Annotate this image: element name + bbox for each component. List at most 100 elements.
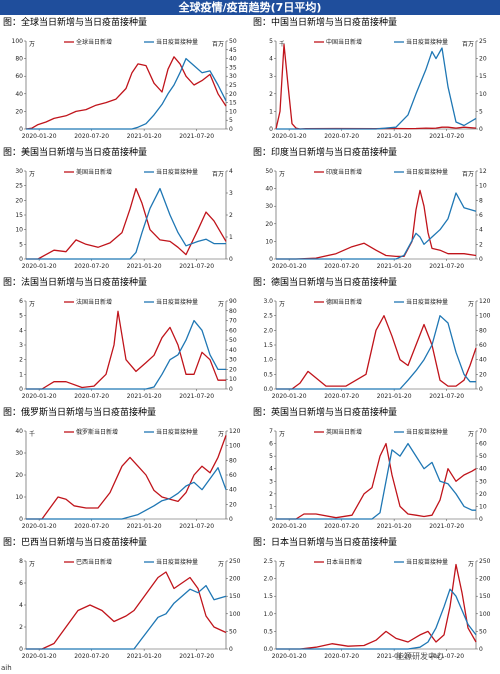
right-unit-label: 百万 <box>462 41 474 48</box>
y-tick-label-right: 50 <box>229 337 237 344</box>
y-tick-label-left: 2.5 <box>263 558 273 565</box>
y-tick-label-left: 50 <box>265 168 273 175</box>
y-tick-label-right: 20 <box>479 56 487 63</box>
series-line-vaccine <box>276 588 477 650</box>
y-tick-label-right: 20 <box>479 491 487 498</box>
y-tick-label-left: 4 <box>19 327 23 334</box>
y-tick-label-left: 40 <box>15 428 23 435</box>
legend-label: 法国当日新增 <box>76 298 112 306</box>
y-tick-label-left: 1 <box>269 108 273 115</box>
series-line-vaccine <box>26 187 226 260</box>
y-tick-label-right: 150 <box>229 593 241 600</box>
y-tick-label-right: 120 <box>229 428 241 435</box>
x-tick-label: 2021-01-20 <box>377 133 412 140</box>
y-tick-label-left: 30 <box>15 168 23 175</box>
y-tick-label-right: 100 <box>229 443 241 450</box>
watermark-text: 能源研发中心 <box>396 652 444 661</box>
y-tick-label-left: 1 <box>269 503 273 510</box>
y-tick-label-right: 250 <box>479 558 491 565</box>
legend-label: 当日疫苗接种量 <box>406 558 448 566</box>
y-tick-label-right: 40 <box>229 56 237 63</box>
y-tick-label-right: 200 <box>229 576 241 583</box>
x-tick-label: 2021-07-20 <box>429 263 464 270</box>
y-tick-label-right: 15 <box>229 100 237 107</box>
legend-label: 德国当日新增 <box>326 298 362 306</box>
y-tick-label-right: 10 <box>229 376 237 383</box>
series-line-cases <box>26 310 226 390</box>
y-tick-label-right: 50 <box>479 453 487 460</box>
legend-label: 英国当日新增 <box>326 428 362 436</box>
legend-label: 当日疫苗接种量 <box>156 298 198 306</box>
y-tick-label-left: 40 <box>15 91 23 98</box>
right-unit-label: 万 <box>218 301 224 308</box>
chart-title: 图：中国当日新增与当日疫苗接种量 <box>253 18 398 28</box>
y-tick-label-right: 20 <box>229 366 237 373</box>
left-unit-label: 万 <box>279 431 285 438</box>
y-tick-label-right: 90 <box>229 298 237 305</box>
y-tick-label-left: 3 <box>269 478 273 485</box>
y-tick-label-right: 5 <box>229 117 233 124</box>
series-line-cases <box>276 442 477 520</box>
y-tick-label-right: 70 <box>229 318 237 325</box>
y-tick-label-right: 50 <box>229 38 237 45</box>
right-unit-label: 万 <box>218 431 224 438</box>
x-tick-label: 2020-01-20 <box>272 653 307 660</box>
y-tick-label-right: 50 <box>229 628 237 635</box>
y-tick-label-left: 0 <box>269 126 273 133</box>
series-line-vaccine <box>26 319 226 390</box>
y-tick-label-right: 35 <box>229 64 237 71</box>
y-tick-label-left: 20 <box>15 108 23 115</box>
series-line-vaccine <box>276 315 476 390</box>
y-tick-label-right: 4 <box>479 227 483 234</box>
y-tick-label-left: 80 <box>15 56 23 63</box>
y-tick-label-right: 30 <box>229 73 237 80</box>
y-tick-label-left: 5 <box>269 38 273 45</box>
y-tick-label-right: 40 <box>229 347 237 354</box>
y-tick-label-right: 45 <box>229 47 237 54</box>
y-tick-label-right: 20 <box>479 371 487 378</box>
y-tick-label-right: 0 <box>479 646 483 653</box>
y-tick-label-left: 4 <box>269 466 273 473</box>
chart-panel-usa: 图：美国当日新增与当日疫苗接种量 0 5 10 15 20 25 30 0 1 2 3 4 万 百万 202… <box>0 145 250 275</box>
x-tick-label: 2020-07-20 <box>324 523 359 530</box>
x-tick-label: 2021-07-20 <box>429 653 464 660</box>
legend-label: 日本当日新增 <box>326 558 362 566</box>
y-tick-label-left: 0 <box>19 126 23 133</box>
y-tick-label-left: 3 <box>269 73 273 80</box>
left-unit-label: 万 <box>279 301 285 308</box>
legend-label: 当日疫苗接种量 <box>406 38 448 46</box>
y-tick-label-right: 40 <box>479 466 487 473</box>
y-tick-label-right: 3 <box>229 190 233 197</box>
chart-title: 图：英国当日新增与当日疫苗接种量 <box>253 408 398 418</box>
x-tick-label: 2021-07-20 <box>179 133 214 140</box>
title-banner: 全球疫情/疫苗趋势(7日平均) <box>0 0 500 15</box>
y-tick-label-left: 5 <box>269 453 273 460</box>
series-line-cases <box>25 56 227 130</box>
y-tick-label-right: 8 <box>479 197 483 204</box>
chart-title: 图：印度当日新增与当日疫苗接种量 <box>253 148 398 158</box>
chart-china: 0 1 2 3 4 5 0 5 10 15 20 25 千 百万 2020-01-20 2020-07-20 2… <box>269 38 487 140</box>
y-tick-label-left: 3 <box>19 342 23 349</box>
x-tick-label: 2021-01-20 <box>127 653 162 660</box>
y-tick-label-right: 5 <box>479 108 483 115</box>
left-unit-label: 万 <box>29 561 35 568</box>
chart-brazil: 0 2 4 6 8 0 50 100 150 200 250 万 万 2020-01-20 2020-07-… <box>19 558 241 660</box>
series-line-vaccine <box>26 467 227 520</box>
series-line-cases <box>26 435 227 520</box>
y-tick-label-left: 8 <box>19 558 23 565</box>
chart-title: 图：日本当日新增与当日疫苗接种量 <box>253 538 398 548</box>
left-unit-label: 万 <box>29 41 35 48</box>
series-line-vaccine <box>276 47 477 130</box>
y-tick-label-right: 2 <box>479 241 483 248</box>
y-tick-label-right: 0 <box>229 646 233 653</box>
y-tick-label-left: 6 <box>19 298 23 305</box>
x-tick-label: 2021-07-20 <box>179 393 214 400</box>
y-tick-label-left: 0.0 <box>263 386 273 393</box>
y-tick-label-right: 60 <box>479 342 487 349</box>
y-tick-label-right: 0 <box>229 256 233 263</box>
y-tick-label-right: 0 <box>479 256 483 263</box>
series-line-vaccine <box>276 192 477 260</box>
y-tick-label-right: 50 <box>479 628 487 635</box>
chart-title: 图：美国当日新增与当日疫苗接种量 <box>3 148 148 158</box>
chart-panel-france: 图：法国当日新增与当日疫苗接种量 0 1 2 3 4 5 6 0 10 20 30 40 50 60 70 8… <box>0 275 250 405</box>
